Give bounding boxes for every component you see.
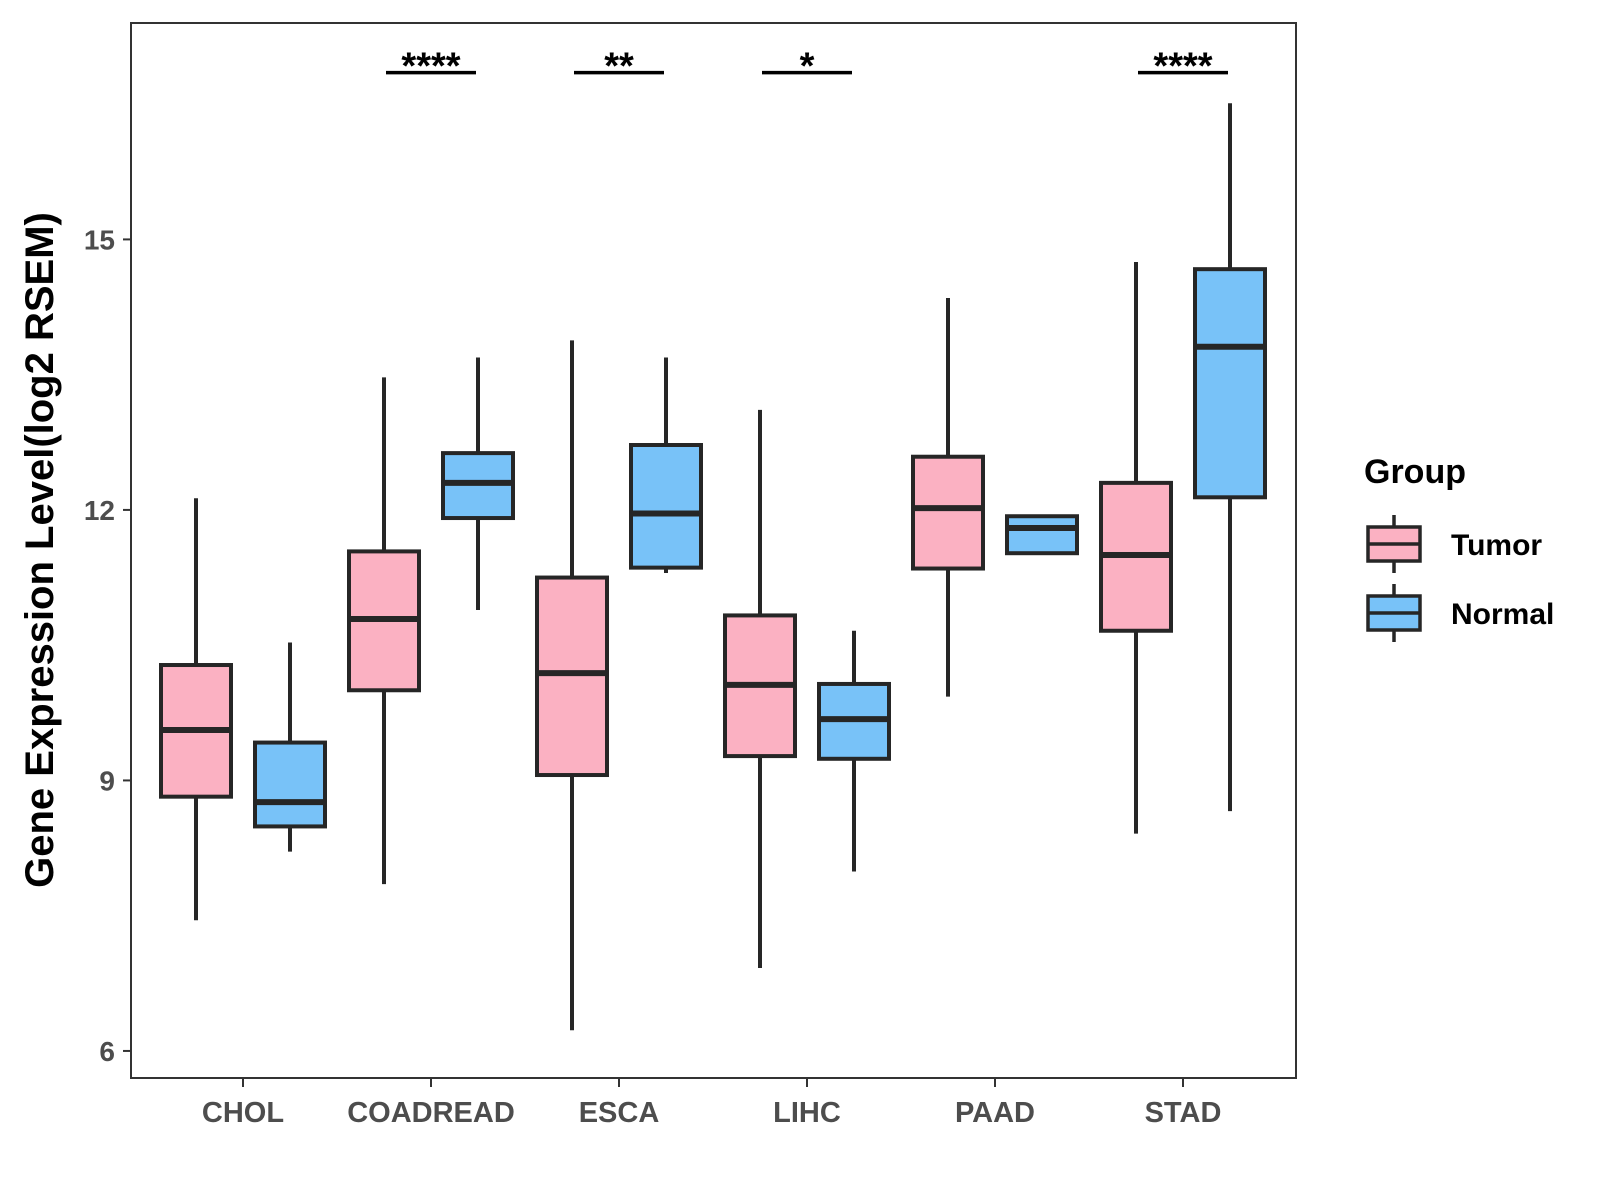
box-normal-esca <box>629 357 703 574</box>
box-normal-stad <box>1193 103 1267 812</box>
box-normal-chol <box>253 642 327 852</box>
box-body <box>629 443 703 570</box>
box-tumor-chol <box>159 498 233 921</box>
x-axis: CHOL COADREAD ESCA LIHC PAAD STAD <box>202 1078 1221 1129</box>
significance-coadread: **** <box>386 46 476 88</box>
y-tick-label: 15 <box>84 224 115 255</box>
box-tumor-stad <box>1099 261 1173 834</box>
y-axis-label: Gene Expression Level(log2 RSEM) <box>18 212 62 888</box>
legend-title: Group <box>1364 453 1466 491</box>
boxes-layer <box>159 103 1267 1031</box>
legend-item-tumor: Tumor <box>1366 515 1542 573</box>
legend-label: Tumor <box>1451 529 1542 562</box>
significance-lihc: * <box>762 46 852 88</box>
x-tick-label: CHOL <box>202 1097 284 1129</box>
box-normal-paad <box>1005 514 1079 556</box>
legend-label: Normal <box>1451 598 1554 631</box>
box-body <box>911 454 985 571</box>
box-body <box>253 740 327 829</box>
y-axis: 6 9 12 15 <box>84 224 131 1067</box>
box-normal-lihc <box>817 630 891 872</box>
box-body <box>535 575 609 778</box>
box-tumor-esca <box>535 340 609 1031</box>
legend-items: Tumor Normal <box>1366 515 1554 642</box>
x-tick-label: STAD <box>1145 1097 1222 1129</box>
x-tick-label: LIHC <box>773 1097 841 1129</box>
x-tick-label: COADREAD <box>347 1097 515 1129</box>
box-tumor-coadread <box>347 377 421 885</box>
significance-esca: ** <box>574 46 664 88</box>
significance-label: * <box>800 46 815 88</box>
x-tick-label: PAAD <box>955 1097 1035 1129</box>
y-tick-label: 9 <box>99 765 115 796</box>
significance-layer: **** ** * **** <box>386 46 1228 88</box>
x-tick-label: ESCA <box>579 1097 660 1129</box>
y-tick-label: 12 <box>84 495 115 526</box>
legend: Group Tumor Normal <box>1364 453 1554 642</box>
box-body <box>1005 514 1079 556</box>
significance-label: **** <box>401 46 460 88</box>
significance-label: ** <box>604 46 634 88</box>
significance-stad: **** <box>1138 46 1228 88</box>
significance-label: **** <box>1153 46 1212 88</box>
legend-item-normal: Normal <box>1366 584 1554 642</box>
box-normal-coadread <box>441 357 515 611</box>
box-tumor-paad <box>911 298 985 697</box>
box-body <box>1193 267 1267 500</box>
y-tick-label: 6 <box>99 1036 115 1067</box>
box-tumor-lihc <box>723 409 797 968</box>
